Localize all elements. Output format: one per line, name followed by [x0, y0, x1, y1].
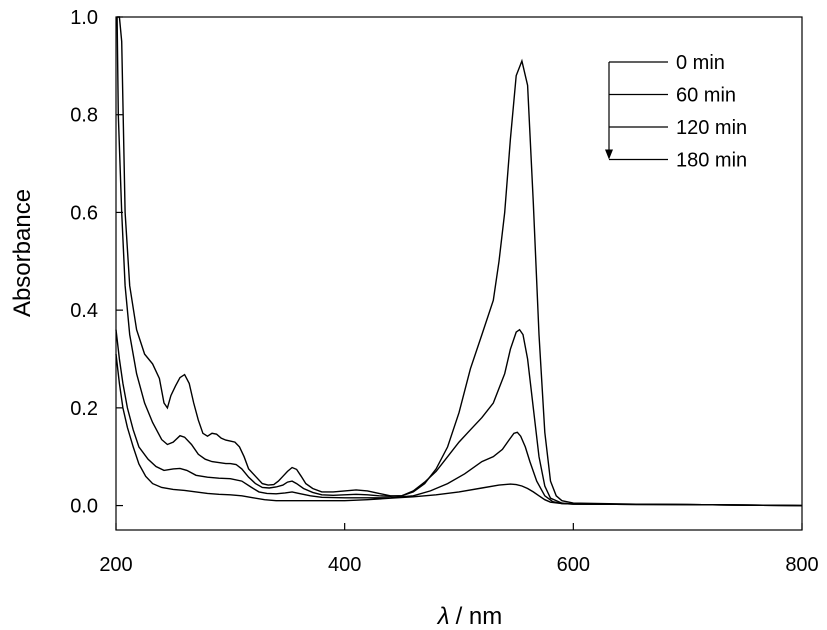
- y-axis-title: Absorbance: [9, 189, 36, 317]
- y-tick-label: 0.0: [70, 496, 98, 518]
- y-tick-label: 0.6: [70, 202, 98, 224]
- x-tick-label: 800: [785, 554, 818, 576]
- series-line-120-min: [115, 329, 803, 507]
- x-tick-label: 400: [328, 554, 361, 576]
- y-tick-label: 1.0: [70, 7, 98, 29]
- legend-entry-label: 0 min: [676, 52, 725, 74]
- y-tick-label: 0.2: [70, 398, 98, 420]
- x-axis-ticks: 200 400 600 800: [99, 523, 819, 576]
- legend-entry-label: 60 min: [676, 85, 736, 107]
- x-tick-label: 600: [557, 554, 590, 576]
- legend-entry-label: 120 min: [676, 117, 747, 139]
- x-axis-title: λ / nm: [436, 603, 503, 630]
- legend-entry-label: 180 min: [676, 150, 747, 172]
- plot-frame: [115, 16, 803, 531]
- series-line-0-min: [117, 16, 803, 507]
- y-tick-label: 0.4: [70, 300, 98, 322]
- y-axis-ticks: 0.0 0.2 0.4 0.6 0.8 1.0: [70, 7, 123, 518]
- x-axis-title-unit: / nm: [456, 603, 503, 630]
- series-line-60-min: [116, 16, 803, 507]
- x-axis-title-symbol: λ: [436, 603, 450, 630]
- x-tick-label: 200: [99, 554, 132, 576]
- series-line-180-min: [115, 354, 803, 507]
- series-group: [115, 16, 803, 507]
- y-tick-label: 0.8: [70, 105, 98, 127]
- legend: 0 min 60 min 120 min 180 min: [605, 52, 747, 172]
- legend-arrow-head: [605, 149, 613, 160]
